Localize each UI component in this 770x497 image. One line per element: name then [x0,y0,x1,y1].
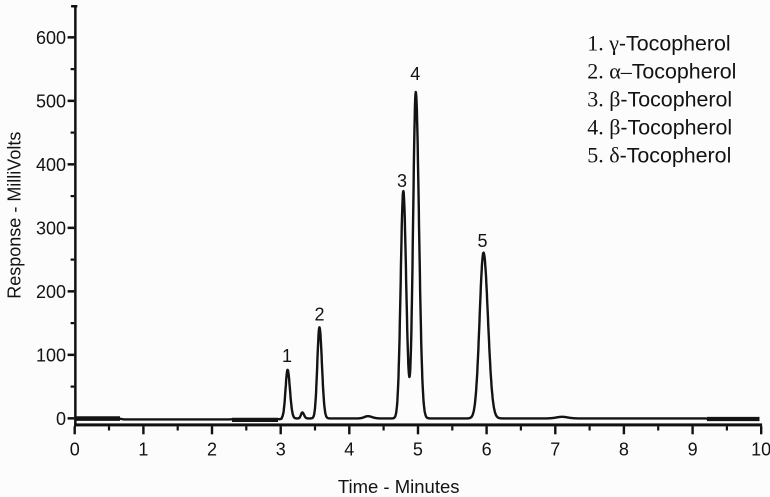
svg-text:Response - MilliVolts: Response - MilliVolts [4,132,24,299]
svg-text:9: 9 [688,440,698,460]
svg-text:Time - Minutes: Time - Minutes [338,476,460,497]
svg-text:400: 400 [36,155,66,175]
svg-text:2. α–Tocopherol: 2. α–Tocopherol [587,58,736,83]
svg-text:3: 3 [397,171,407,191]
svg-text:4: 4 [344,440,354,460]
svg-text:4: 4 [410,64,420,84]
svg-text:5. δ-Tocopherol: 5. δ-Tocopherol [587,142,731,167]
svg-text:7: 7 [550,440,560,460]
svg-text:1: 1 [138,440,148,460]
svg-text:300: 300 [36,219,66,239]
svg-text:1. γ-Tocopherol: 1. γ-Tocopherol [587,30,731,55]
svg-text:6: 6 [482,440,492,460]
svg-text:3. β-Tocopherol: 3. β-Tocopherol [587,86,732,111]
svg-text:4. β-Tocopherol: 4. β-Tocopherol [587,114,732,139]
svg-text:2: 2 [207,440,217,460]
svg-text:500: 500 [36,92,66,112]
svg-text:0: 0 [56,409,66,429]
svg-text:2: 2 [314,304,324,324]
svg-text:5: 5 [477,231,487,251]
svg-text:600: 600 [36,28,66,48]
svg-text:5: 5 [413,440,423,460]
svg-text:200: 200 [36,282,66,302]
svg-text:8: 8 [619,440,629,460]
svg-text:10: 10 [751,440,770,460]
svg-text:0: 0 [70,440,80,460]
svg-text:1: 1 [282,346,292,366]
svg-text:3: 3 [276,440,286,460]
svg-text:100: 100 [36,346,66,366]
